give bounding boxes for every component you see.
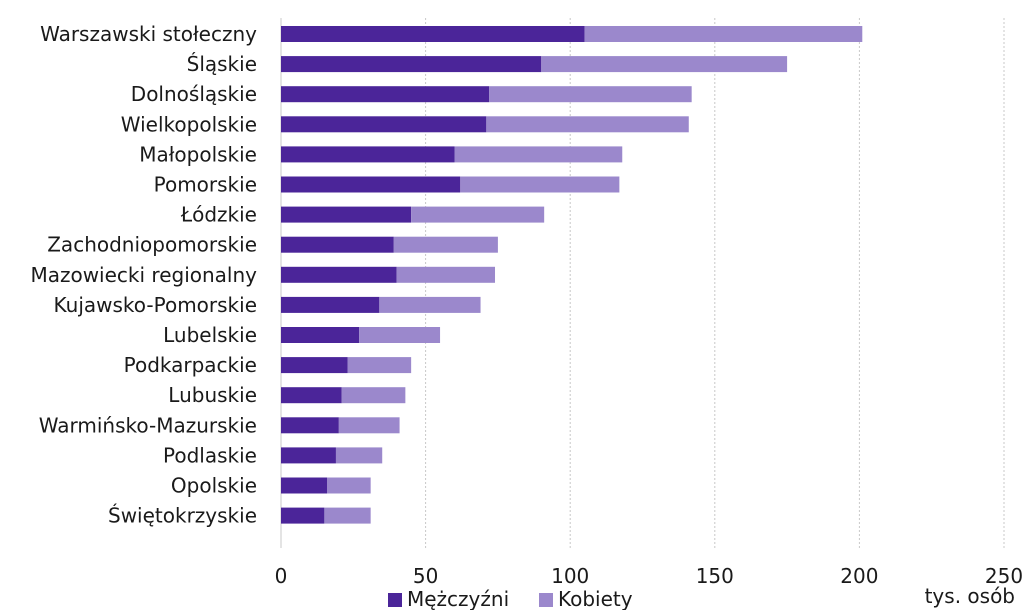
bars xyxy=(281,26,863,524)
bar-segment-women xyxy=(393,236,498,253)
bar-segment-women xyxy=(327,477,371,494)
bar-segment-men xyxy=(281,357,348,374)
bar-segment-women xyxy=(460,176,620,193)
x-tick-label: 200 xyxy=(840,564,878,588)
bar-segment-men xyxy=(281,296,380,313)
bar-segment-men xyxy=(281,86,490,103)
bar-segment-men xyxy=(281,26,585,42)
category-label: Śląskie xyxy=(187,52,257,76)
bar-segment-men xyxy=(281,387,342,404)
x-tick-label: 50 xyxy=(413,564,438,588)
bar-segment-women xyxy=(379,296,481,313)
bar-segment-men xyxy=(281,327,360,343)
category-label: Dolnośląskie xyxy=(131,82,257,106)
legend-label: Mężczyźni xyxy=(407,587,509,610)
legend-label: Kobiety xyxy=(558,587,633,610)
category-labels: Warszawski stołeczny Śląskie Dolnośląskie W… xyxy=(30,22,257,528)
category-label: Kujawsko-Pomorskie xyxy=(54,293,257,317)
category-label: Zachodniopomorskie xyxy=(47,233,257,257)
category-label: Mazowiecki regionalny xyxy=(30,263,257,287)
x-tick-label: 100 xyxy=(551,564,589,588)
category-label: Podlaskie xyxy=(163,443,257,467)
bar-segment-women xyxy=(335,447,383,464)
bar-segment-women xyxy=(359,327,441,343)
bar-segment-women xyxy=(411,206,545,223)
category-label: Opolskie xyxy=(171,474,257,498)
category-label: Lubelskie xyxy=(163,323,257,347)
bar-segment-women xyxy=(454,146,623,163)
bar-segment-women xyxy=(584,26,863,42)
category-label: Pomorskie xyxy=(154,173,257,197)
bar-segment-men xyxy=(281,146,455,163)
bar-segment-men xyxy=(281,507,325,524)
legend-swatch xyxy=(388,593,402,607)
bar-segment-women xyxy=(541,56,788,73)
bar-segment-women xyxy=(489,86,692,103)
category-label: Lubuskie xyxy=(168,383,257,407)
x-tick-label: 0 xyxy=(275,564,288,588)
bar-segment-women xyxy=(341,387,406,404)
bar-segment-men xyxy=(281,417,339,434)
category-label: Wielkopolskie xyxy=(121,112,257,136)
bar-segment-men xyxy=(281,447,336,464)
bar-segment-women xyxy=(396,266,496,283)
category-label: Świętokrzyskie xyxy=(108,504,257,528)
bar-segment-men xyxy=(281,176,461,193)
bar-segment-men xyxy=(281,236,394,253)
x-tick-label: 250 xyxy=(985,564,1023,588)
bar-segment-men xyxy=(281,56,542,73)
category-label: Podkarpackie xyxy=(124,353,257,377)
category-label: Warszawski stołeczny xyxy=(40,22,257,46)
legend-swatch xyxy=(539,593,553,607)
category-label: Małopolskie xyxy=(139,142,257,166)
unit-label: tys. osób xyxy=(925,584,1015,608)
x-tick-labels: 0 50 100 150 200 250 xyxy=(275,564,1023,588)
legend: Mężczyźni Kobiety xyxy=(388,587,633,610)
x-tick-label: 150 xyxy=(696,564,734,588)
bar-segment-women xyxy=(486,116,689,133)
bar-segment-women xyxy=(347,357,412,374)
bar-segment-women xyxy=(324,507,371,524)
bar-segment-men xyxy=(281,116,487,133)
bar-segment-men xyxy=(281,477,328,494)
bar-segment-women xyxy=(338,417,400,434)
category-label: Łódzkie xyxy=(180,203,257,227)
category-label: Warmińsko-Mazurskie xyxy=(39,413,257,437)
bar-segment-men xyxy=(281,206,412,223)
bar-segment-men xyxy=(281,266,397,283)
